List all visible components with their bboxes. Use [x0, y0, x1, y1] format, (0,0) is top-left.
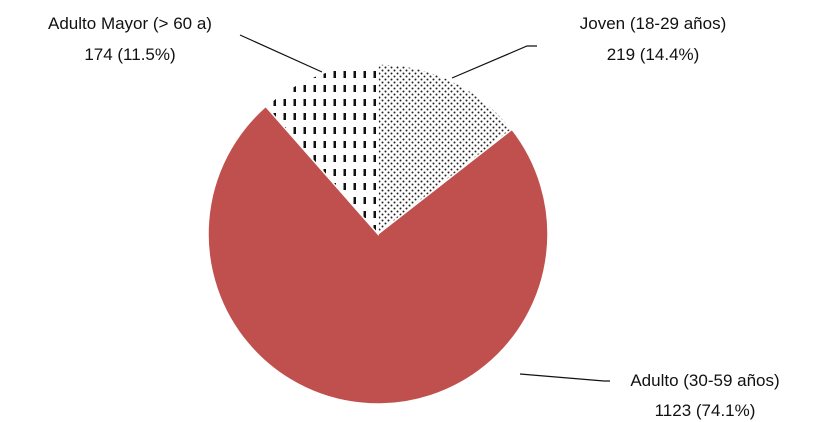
slice-label-joven: Joven (18-29 años) [580, 14, 726, 33]
slice-label-adulto: Adulto (30-59 años) [630, 371, 779, 390]
slice-value-joven: 219 (14.4%) [607, 45, 700, 64]
leader-line-adulto-mayor [239, 34, 323, 73]
leader-lines [239, 34, 610, 382]
slice-value-adulto: 1123 (74.1%) [655, 401, 756, 420]
leader-line-joven [451, 45, 537, 79]
pie-slices [207, 63, 549, 405]
pie-slice-adulto [207, 105, 549, 405]
slice-labels: Joven (18-29 años) 219 (14.4%) Adulto (3… [48, 14, 780, 420]
pie-slice-joven [377, 63, 514, 236]
slice-value-adulto-mayor: 174 (11.5%) [84, 45, 175, 64]
slice-label-adulto-mayor: Adulto Mayor (> 60 a) [48, 14, 212, 33]
leader-line-adulto [519, 373, 610, 382]
pie-slice-adulto-mayor [264, 63, 379, 236]
